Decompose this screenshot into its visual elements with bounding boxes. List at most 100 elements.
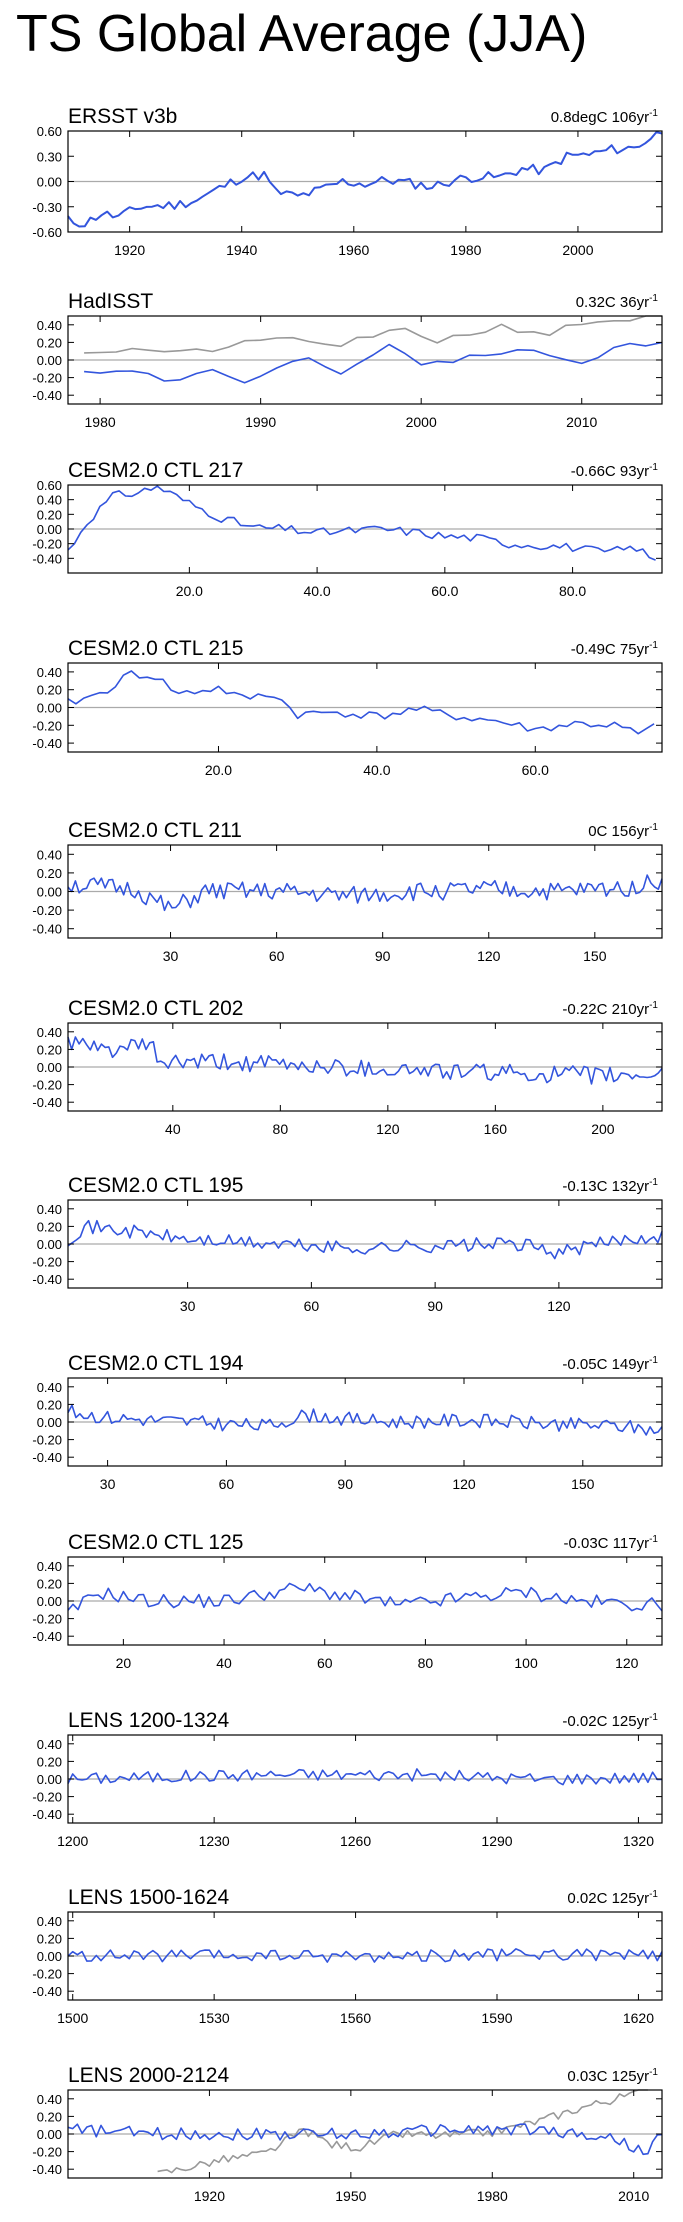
trend-label: 0.03C 125yr-1 [567, 2067, 658, 2085]
y-tick-label: -0.40 [32, 1095, 62, 1110]
trend-label: -0.49C 75yr-1 [571, 640, 659, 658]
x-tick-label: 1320 [623, 1833, 654, 1849]
trend-label: 0C 156yr-1 [588, 822, 658, 840]
y-tick-label: 0.40 [37, 1737, 62, 1752]
x-tick-label: 1620 [623, 2010, 654, 2026]
panel-label: HadISST [68, 290, 153, 313]
y-tick-label: 0.40 [37, 665, 62, 680]
panel-label: CESM2.0 CTL 217 [68, 459, 243, 482]
trend-label: -0.05C 149yr-1 [562, 1355, 658, 1373]
series-line [84, 341, 663, 384]
y-tick-label: 0.00 [37, 885, 62, 900]
x-tick-label: 2000 [406, 414, 437, 430]
y-tick-label: -0.20 [32, 2145, 62, 2160]
series-line [67, 670, 655, 735]
x-tick-label: 150 [583, 948, 607, 964]
y-tick-label: 0.20 [37, 1754, 62, 1769]
trend-label: 0.02C 125yr-1 [567, 1889, 658, 1907]
trend-label: 0.32C 36yr-1 [576, 293, 659, 311]
x-tick-label: 80 [273, 1121, 289, 1137]
series-line [67, 131, 663, 228]
y-tick-label: -0.20 [32, 1433, 62, 1448]
panel-label: CESM2.0 CTL 194 [68, 1352, 244, 1375]
series-line [67, 1582, 663, 1612]
panel-label: LENS 1200-1324 [68, 1709, 229, 1732]
y-tick-label: -0.20 [32, 1612, 62, 1627]
x-tick-label: 1200 [57, 1833, 88, 1849]
y-tick-label: -0.40 [32, 1807, 62, 1822]
x-tick-label: 60 [317, 1655, 333, 1671]
series-line [67, 485, 656, 561]
x-tick-label: 30 [180, 1298, 196, 1314]
x-tick-label: 1980 [450, 242, 481, 258]
series-line [157, 2089, 648, 2174]
x-tick-label: 60 [219, 1476, 235, 1492]
x-tick-label: 120 [452, 1476, 476, 1492]
x-tick-label: 100 [514, 1655, 538, 1671]
series-line [67, 874, 663, 912]
x-tick-label: 150 [571, 1476, 595, 1492]
x-tick-label: 1290 [481, 1833, 512, 1849]
panel-label: CESM2.0 CTL 195 [68, 1174, 243, 1197]
x-tick-label: 200 [591, 1121, 615, 1137]
x-tick-label: 1590 [481, 2010, 512, 2026]
y-tick-label: 0.00 [37, 1237, 62, 1252]
y-tick-label: -0.30 [32, 200, 62, 215]
panel-label: CESM2.0 CTL 215 [68, 637, 243, 660]
y-tick-label: 0.00 [37, 2127, 62, 2142]
x-tick-label: 40.0 [303, 583, 330, 599]
x-tick-label: 120 [615, 1655, 639, 1671]
y-tick-label: 0.00 [37, 1949, 62, 1964]
series-line [84, 315, 662, 354]
y-tick-label: 0.40 [37, 1202, 62, 1217]
trend-label: 0.8degC 106yr-1 [551, 108, 659, 126]
x-tick-label: 1560 [340, 2010, 371, 2026]
y-tick-label: 0.20 [37, 335, 62, 350]
x-tick-label: 1980 [477, 2188, 508, 2204]
panel-label: CESM2.0 CTL 202 [68, 997, 243, 1020]
x-tick-label: 60 [304, 1298, 320, 1314]
x-tick-label: 1940 [226, 242, 257, 258]
y-tick-label: 0.40 [37, 1559, 62, 1574]
x-tick-label: 30 [163, 948, 179, 964]
y-tick-label: -0.40 [32, 1984, 62, 1999]
y-tick-label: -0.60 [32, 225, 62, 240]
x-tick-label: 120 [477, 948, 501, 964]
x-tick-label: 90 [427, 1298, 443, 1314]
y-tick-label: 0.20 [37, 1931, 62, 1946]
y-tick-label: -0.40 [32, 2162, 62, 2177]
y-tick-label: -0.20 [32, 718, 62, 733]
y-tick-label: 0.60 [37, 124, 62, 139]
y-tick-label: 0.40 [37, 1914, 62, 1929]
y-tick-label: 0.00 [37, 175, 62, 190]
y-tick-label: 0.00 [37, 522, 62, 537]
y-tick-label: -0.20 [32, 1255, 62, 1270]
y-tick-label: 0.20 [37, 683, 62, 698]
y-tick-label: -0.40 [32, 736, 62, 751]
x-tick-label: 90 [375, 948, 391, 964]
x-tick-label: 90 [337, 1476, 353, 1492]
series-line [67, 1036, 663, 1085]
y-tick-label: 0.20 [37, 507, 62, 522]
y-tick-label: 0.00 [37, 1594, 62, 1609]
x-tick-label: 1990 [245, 414, 276, 430]
y-tick-label: -0.40 [32, 551, 62, 566]
y-tick-label: 0.40 [37, 318, 62, 333]
y-tick-label: 0.20 [37, 1042, 62, 1057]
panel-label: CESM2.0 CTL 211 [68, 819, 242, 842]
x-tick-label: 20 [116, 1655, 132, 1671]
series-line [67, 1768, 663, 1786]
x-tick-label: 1260 [340, 1833, 371, 1849]
x-tick-label: 1920 [194, 2188, 225, 2204]
x-tick-label: 120 [376, 1121, 400, 1137]
x-tick-label: 60.0 [431, 583, 458, 599]
x-tick-label: 30 [100, 1476, 116, 1492]
x-tick-label: 1530 [199, 2010, 230, 2026]
y-tick-label: -0.20 [32, 1790, 62, 1805]
series-line [67, 1219, 663, 1260]
x-tick-label: 1950 [335, 2188, 366, 2204]
x-tick-label: 1960 [338, 242, 369, 258]
panel-label: LENS 1500-1624 [68, 1886, 229, 1909]
panel-label: CESM2.0 CTL 125 [68, 1531, 243, 1554]
